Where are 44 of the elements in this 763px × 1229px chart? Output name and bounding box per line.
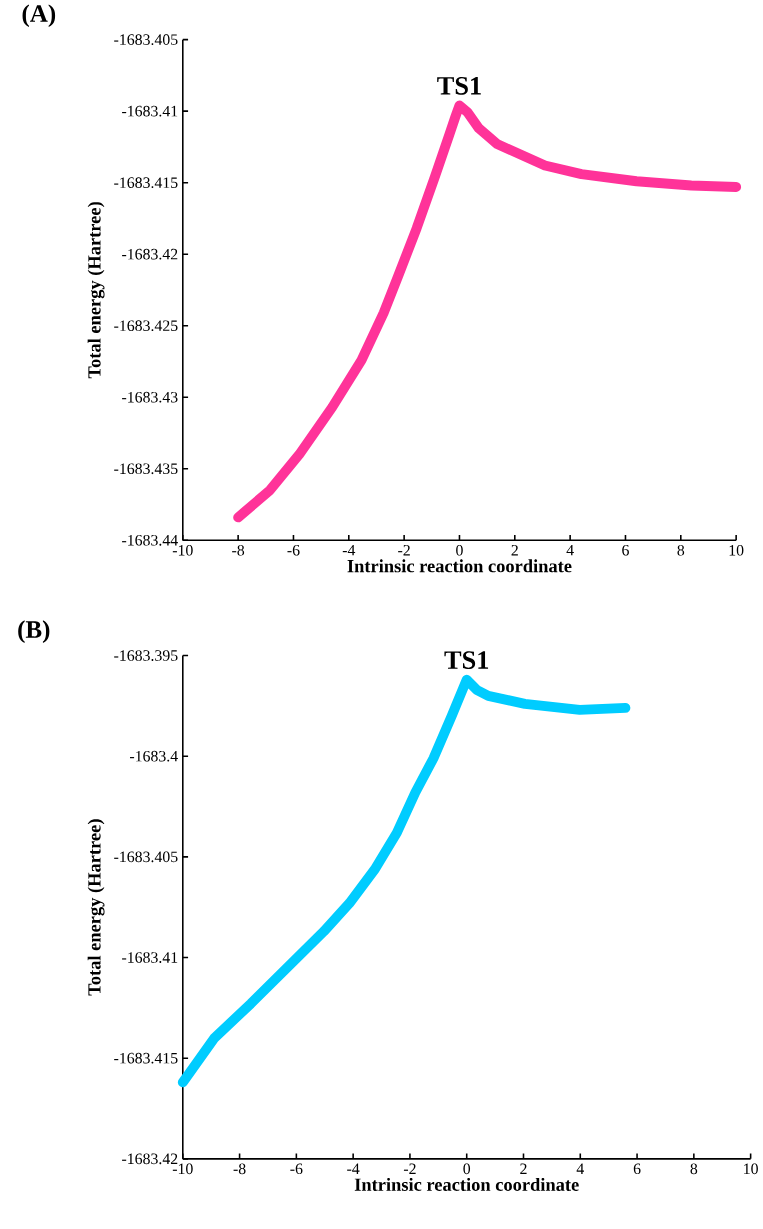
x-tick-label: 10: [729, 544, 744, 556]
x-tick-label: 6: [633, 1163, 641, 1175]
y-tick-label: -1683.415: [114, 177, 178, 189]
x-tick-label: 0: [456, 544, 463, 556]
x-tick-label: -6: [290, 1163, 303, 1175]
x-tick-label: -6: [287, 544, 300, 556]
y-axis-title: Total energy (Hartree): [87, 202, 105, 379]
x-axis-title: Intrinsic reaction coordinate: [347, 559, 572, 573]
y-tick-label: -1683.415: [114, 1052, 178, 1064]
y-axis-title: Total energy (Hartree): [87, 819, 105, 996]
y-tick-label: -1683.405: [114, 34, 178, 46]
chart-title: (B): [18, 620, 50, 643]
x-tick-label: 8: [677, 544, 685, 556]
x-tick-label: 0: [463, 1163, 471, 1175]
annotation: TS1: [444, 651, 489, 669]
y-tick-label: -1683.4: [130, 750, 178, 762]
x-axis-title: Intrinsic reaction coordinate: [354, 1177, 579, 1191]
x-tick-label: -8: [232, 544, 245, 556]
y-tick-label: -1683.405: [114, 851, 178, 863]
x-tick-label: -4: [342, 544, 356, 556]
x-tick-label: 4: [576, 1163, 585, 1174]
y-tick-label: -1683.41: [122, 105, 178, 117]
y-tick-label: -1683.42: [122, 1153, 178, 1165]
x-tick-label: -8: [233, 1163, 246, 1175]
annotation: TS1: [437, 76, 481, 95]
x-tick-label: -10: [172, 1163, 193, 1175]
x-tick-label: 8: [690, 1163, 698, 1175]
x-tick-label: -2: [398, 544, 410, 556]
x-tick-label: -4: [347, 1163, 360, 1174]
y-tick-label: -1683.425: [114, 320, 178, 332]
y-tick-label: -1683.41: [122, 952, 178, 963]
y-tick-label: -1683.395: [114, 650, 178, 661]
x-tick-label: 2: [511, 544, 518, 556]
y-tick-label: -1683.43: [122, 391, 178, 403]
x-tick-label: -2: [403, 1163, 416, 1174]
x-tick-label: 4: [566, 544, 574, 556]
chart-title: (A): [22, 4, 56, 28]
y-tick-label: -1683.435: [114, 463, 178, 475]
x-tick-label: 6: [622, 544, 629, 556]
x-tick-label: 2: [520, 1163, 527, 1174]
x-tick-label: 10: [744, 1163, 758, 1175]
y-tick-label: -1683.42: [122, 248, 178, 260]
y-tick-label: -1683.44: [122, 534, 178, 546]
x-tick-label: -10: [172, 544, 193, 556]
